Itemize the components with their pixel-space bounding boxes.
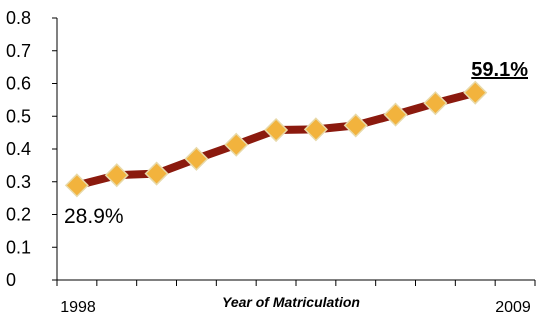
y-tick-label: 0.8 (6, 8, 31, 28)
data-point-marker (383, 102, 408, 127)
y-tick-label: 0.1 (6, 237, 31, 257)
y-tick-label: 0.3 (6, 172, 31, 192)
y-axis-tick-labels: 0 0.1 0.2 0.3 0.4 0.5 0.6 0.7 0.8 (6, 8, 31, 290)
data-point-marker (224, 132, 249, 157)
data-point-marker (303, 117, 328, 142)
data-point-marker (423, 91, 448, 116)
data-point-marker (463, 80, 488, 105)
y-tick-label: 0.2 (6, 205, 31, 225)
data-point-marker (343, 113, 368, 138)
data-point-marker (64, 173, 89, 198)
y-tick-label: 0.4 (6, 139, 31, 159)
y-tick-label: 0.5 (6, 106, 31, 126)
x-end-label: 2009 (495, 299, 531, 316)
start-value-annotation: 28.9% (64, 205, 124, 228)
y-tick-label: 0.7 (6, 41, 31, 61)
x-axis-title: Year of Matriculation (222, 294, 360, 310)
data-point-marker (144, 161, 169, 186)
y-tick-label: 0 (6, 270, 16, 290)
y-axis-ticks (52, 17, 57, 281)
x-axis-ticks (56, 280, 536, 286)
data-point-marker (104, 163, 129, 188)
y-tick-label: 0.6 (6, 74, 31, 94)
x-start-label: 1998 (60, 299, 96, 316)
series-markers (64, 80, 488, 198)
data-point-marker (264, 117, 289, 143)
end-value-annotation: 59.1% (471, 59, 528, 81)
data-point-marker (184, 146, 209, 171)
